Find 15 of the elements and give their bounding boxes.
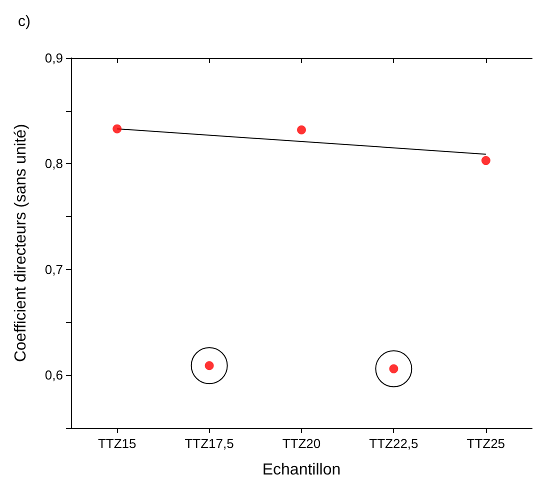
- y-tick-label: 0,6: [44, 368, 63, 383]
- x-tick-label: TTZ22,5: [369, 436, 418, 451]
- y-axis-title: Coefficient directeurs (sans unité): [12, 124, 30, 362]
- y-tick-label: 0,8: [44, 156, 63, 172]
- x-tick-label: TTZ25: [466, 436, 506, 451]
- text: c): [18, 13, 30, 30]
- x-tick-label: TTZ17,5: [184, 436, 234, 451]
- point: [297, 125, 306, 134]
- point: [112, 124, 122, 134]
- y-tick-label: 0,7: [44, 262, 63, 277]
- x-axis-title: Echantillon: [262, 462, 341, 478]
- y-tick-label: 0,9: [44, 50, 63, 66]
- x-tick-label: TTZ15: [98, 436, 136, 451]
- x-tick-label: TTZ20: [282, 436, 321, 451]
- point: [481, 156, 490, 166]
